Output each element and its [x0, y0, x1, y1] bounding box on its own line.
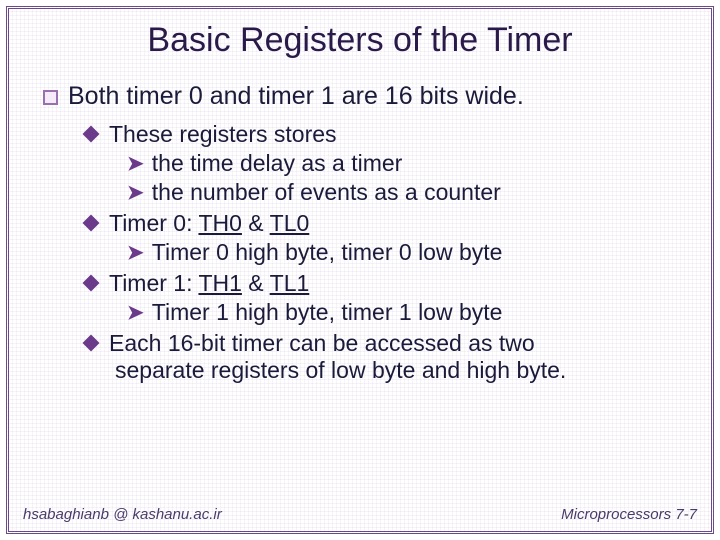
bullet-level2: Timer 0: TH0 & TL0 [85, 210, 683, 237]
l3-text: the time delay as a timer [152, 150, 403, 176]
bullet-level3: ➤ Timer 0 high byte, timer 0 low byte [127, 239, 683, 266]
bullet-level3: ➤ the time delay as a timer [127, 150, 683, 177]
l2-text-mid: & [242, 270, 270, 296]
slide-title: Basic Registers of the Timer [37, 21, 683, 60]
diamond-bullet-icon [83, 215, 100, 232]
l2-text: These registers stores [109, 121, 337, 147]
bullet-level3: ➤ Timer 1 high byte, timer 1 low byte [127, 299, 683, 326]
l2-text-mid: & [242, 210, 270, 236]
l2-text-pre: Timer 0: [109, 210, 198, 236]
l3-text: the number of events as a counter [152, 179, 501, 205]
l1-text: Both timer 0 and timer 1 are 16 bits wid… [68, 82, 524, 110]
footer: hsabaghianb @ kashanu.ac.ir Microprocess… [23, 506, 697, 523]
l2-text-line2: separate registers of low byte and high … [115, 357, 683, 384]
bullet-level2: These registers stores [85, 121, 683, 148]
l3-text: Timer 0 high byte, timer 0 low byte [152, 239, 503, 265]
l2-text-u2: TL0 [270, 210, 310, 236]
slide-frame: Basic Registers of the Timer Both timer … [6, 6, 714, 534]
l3-text: Timer 1 high byte, timer 1 low byte [152, 299, 503, 325]
l2-text-u1: TH0 [198, 210, 241, 236]
l2-text-u1: TH1 [198, 270, 241, 296]
bullet-level2: Each 16-bit timer can be accessed as two… [85, 330, 683, 384]
bullet-level2: Timer 1: TH1 & TL1 [85, 270, 683, 297]
bullet-level1: Both timer 0 and timer 1 are 16 bits wid… [43, 82, 683, 111]
diamond-bullet-icon [83, 126, 100, 143]
l2-text-u2: TL1 [270, 270, 310, 296]
footer-right: Microprocessors 7-7 [561, 506, 697, 523]
arrow-bullet-icon: ➤ [127, 240, 144, 265]
bullet-level3: ➤ the number of events as a counter [127, 179, 683, 206]
l2-text-pre: Timer 1: [109, 270, 198, 296]
square-bullet-icon [43, 90, 58, 105]
footer-left: hsabaghianb @ kashanu.ac.ir [23, 506, 222, 523]
l2-text-line1: Each 16-bit timer can be accessed as two [109, 330, 535, 356]
diamond-bullet-icon [83, 335, 100, 352]
arrow-bullet-icon: ➤ [127, 180, 144, 205]
arrow-bullet-icon: ➤ [127, 151, 144, 176]
diamond-bullet-icon [83, 275, 100, 292]
arrow-bullet-icon: ➤ [127, 300, 144, 325]
